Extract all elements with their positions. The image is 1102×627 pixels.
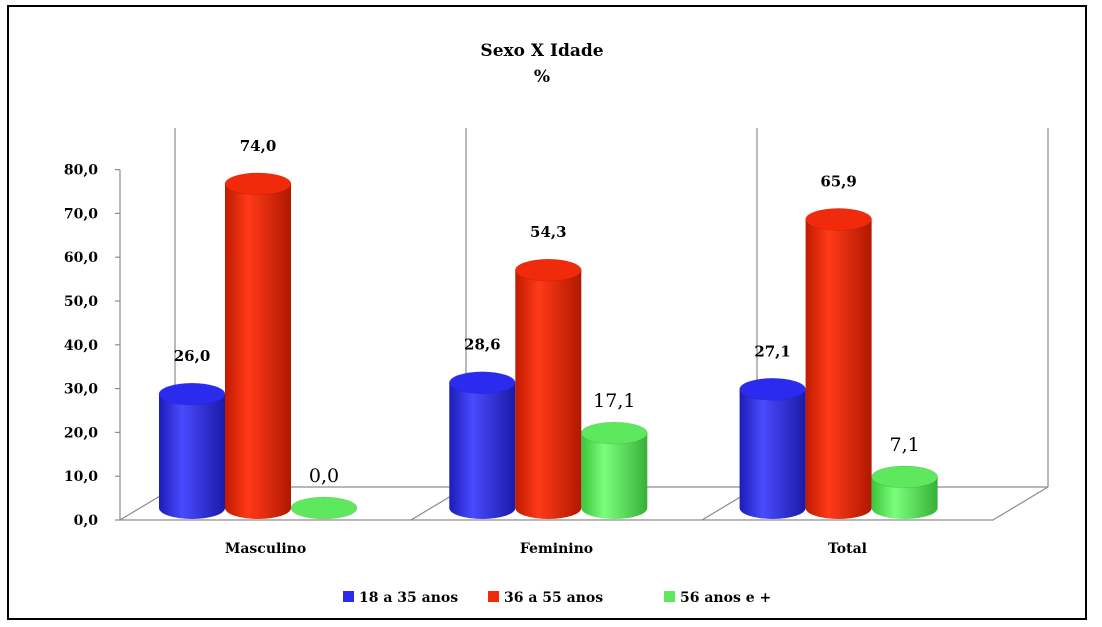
y-tick-label: 70,0	[64, 206, 98, 222]
bar-body	[159, 394, 225, 519]
chart-subtitle: %	[534, 67, 550, 87]
bar-body	[225, 183, 291, 519]
y-tick-label: 40,0	[64, 338, 98, 354]
chart-title: Sexo X Idade	[480, 41, 603, 61]
data-label: 26,0	[174, 347, 211, 365]
bar-body	[449, 382, 516, 519]
bar	[514, 258, 582, 519]
bar-top	[580, 421, 648, 445]
bar-body	[581, 433, 648, 519]
data-label: 54,3	[530, 223, 567, 241]
bar-top	[224, 172, 292, 196]
y-tick-label: 0,0	[74, 513, 99, 529]
y-tick-label: 10,0	[64, 469, 98, 485]
bar	[580, 421, 648, 519]
legend-swatch	[343, 591, 354, 602]
y-tick-label: 30,0	[64, 382, 98, 398]
bar-body	[805, 219, 872, 519]
bar-top	[514, 258, 582, 282]
x-tick-label: Total	[828, 541, 867, 557]
data-labels: 26,0 28,6 27,1 74,0 54,3 65,9 0,0 17,1 7,1	[174, 137, 920, 487]
bar-top	[448, 371, 516, 395]
y-tick-label: 60,0	[64, 250, 98, 266]
legend-label: 56 anos e +	[680, 590, 771, 606]
data-label: 65,9	[820, 172, 857, 190]
data-label: 7,1	[889, 434, 919, 456]
data-label: 28,6	[464, 336, 501, 354]
bar-top	[158, 382, 226, 406]
legend-label: 36 a 55 anos	[504, 590, 603, 606]
y-tick-label: 50,0	[64, 294, 98, 310]
x-tick-label: Masculino	[225, 541, 306, 557]
legend-swatch	[488, 591, 499, 602]
x-axis: Masculino Feminino Total	[225, 541, 867, 557]
bar	[224, 172, 292, 519]
y-axis: 0,0 10,0 20,0 30,0 40,0 50,0 60,0 70,0 80,0	[64, 163, 121, 529]
bar	[158, 382, 226, 519]
floor-right-edge	[992, 486, 1049, 521]
legend-swatch	[664, 591, 675, 602]
data-label: 17,1	[593, 390, 635, 412]
bar	[871, 465, 938, 519]
bars	[158, 172, 938, 520]
bar-body	[515, 270, 582, 519]
bar	[290, 496, 358, 520]
y-tick-label: 20,0	[64, 425, 98, 441]
data-label: 27,1	[754, 342, 791, 360]
data-label: 0,0	[309, 465, 339, 487]
legend-label: 18 a 35 anos	[359, 590, 458, 606]
bar-body	[871, 476, 938, 519]
y-tick-label: 80,0	[64, 163, 98, 179]
bar-body	[739, 389, 806, 519]
bar	[805, 208, 872, 519]
bar	[448, 371, 516, 519]
bar-top	[290, 496, 358, 520]
bar	[739, 378, 806, 519]
bar-top	[739, 378, 806, 401]
legend: 18 a 35 anos 36 a 55 anos 56 anos e +	[343, 590, 771, 606]
bar-top	[805, 208, 872, 231]
x-tick-label: Feminino	[520, 541, 593, 557]
bar-top	[871, 465, 938, 489]
data-label: 74,0	[240, 137, 277, 155]
